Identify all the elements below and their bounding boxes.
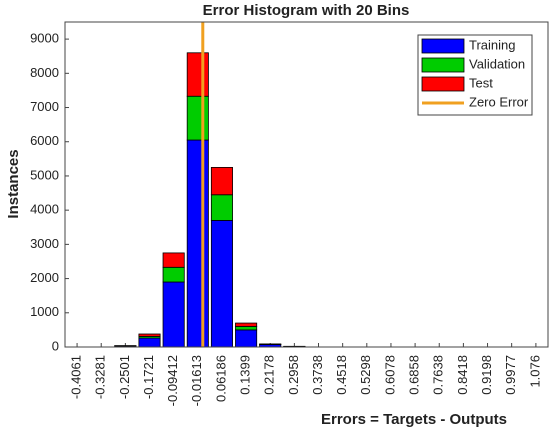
legend-label: Zero Error: [469, 94, 529, 109]
x-tick-label: 0.06186: [213, 355, 228, 402]
x-tick-label: -0.2501: [117, 355, 132, 399]
x-tick-label: -0.01613: [189, 355, 204, 406]
x-tick-label: 0.7638: [431, 355, 446, 395]
x-tick-label: -0.4061: [69, 355, 84, 399]
bar-segment: [186, 95, 209, 141]
bar-segment: [235, 326, 258, 331]
legend-swatch: [421, 57, 465, 73]
bar-segment: [162, 281, 185, 348]
x-tick-label: 0.2958: [286, 355, 301, 395]
y-tick-label: 5000: [30, 167, 59, 182]
legend-swatch: [421, 76, 465, 92]
y-axis-label: Instances: [5, 149, 22, 218]
chart-title: Error Histogram with 20 Bins: [203, 2, 410, 19]
bar-segment: [138, 337, 161, 348]
x-tick-label: -0.09412: [165, 355, 180, 406]
y-tick-label: 6000: [30, 133, 59, 148]
bar-segment: [138, 333, 161, 337]
x-tick-label: 0.3738: [310, 355, 325, 395]
bar-segment: [210, 194, 233, 221]
x-tick-label: 0.4518: [334, 355, 349, 395]
y-tick-label: 3000: [30, 236, 59, 251]
bar-segment: [235, 329, 258, 348]
bar-segment: [235, 322, 258, 327]
x-tick-label: 0.5298: [358, 355, 373, 395]
x-tick-label: 0.6078: [382, 355, 397, 395]
x-axis-label: Errors = Targets - Outputs: [321, 411, 507, 428]
y-tick-label: 2000: [30, 270, 59, 285]
x-tick-label: 1.076: [527, 355, 542, 388]
x-tick-label: 0.6858: [407, 355, 422, 395]
x-tick-label: 0.2178: [262, 355, 277, 395]
bar-segment: [162, 252, 185, 268]
x-tick-label: 0.9198: [479, 355, 494, 395]
legend-label: Training: [469, 37, 515, 52]
x-tick-label: -0.3281: [93, 355, 108, 399]
x-tick-label: 0.1399: [238, 355, 253, 395]
axes-box: [64, 21, 549, 348]
bar-segment: [162, 266, 185, 283]
y-tick-label: 0: [52, 338, 59, 353]
bar-segment: [186, 52, 209, 97]
y-tick-label: 9000: [30, 31, 59, 46]
x-tick-label: 0.9977: [503, 355, 518, 395]
y-tick-label: 1000: [30, 304, 59, 319]
y-tick-label: 7000: [30, 99, 59, 114]
y-tick-label: 8000: [30, 65, 59, 80]
x-tick-label: 0.8418: [455, 355, 470, 395]
legend-label: Validation: [469, 56, 525, 71]
bar-segment: [210, 166, 233, 196]
legend-label: Test: [469, 75, 493, 90]
bar-segment: [210, 220, 233, 348]
x-tick-label: -0.1721: [141, 355, 156, 399]
y-tick-label: 4000: [30, 202, 59, 217]
bar-segment: [186, 139, 209, 348]
legend-swatch: [421, 38, 465, 54]
